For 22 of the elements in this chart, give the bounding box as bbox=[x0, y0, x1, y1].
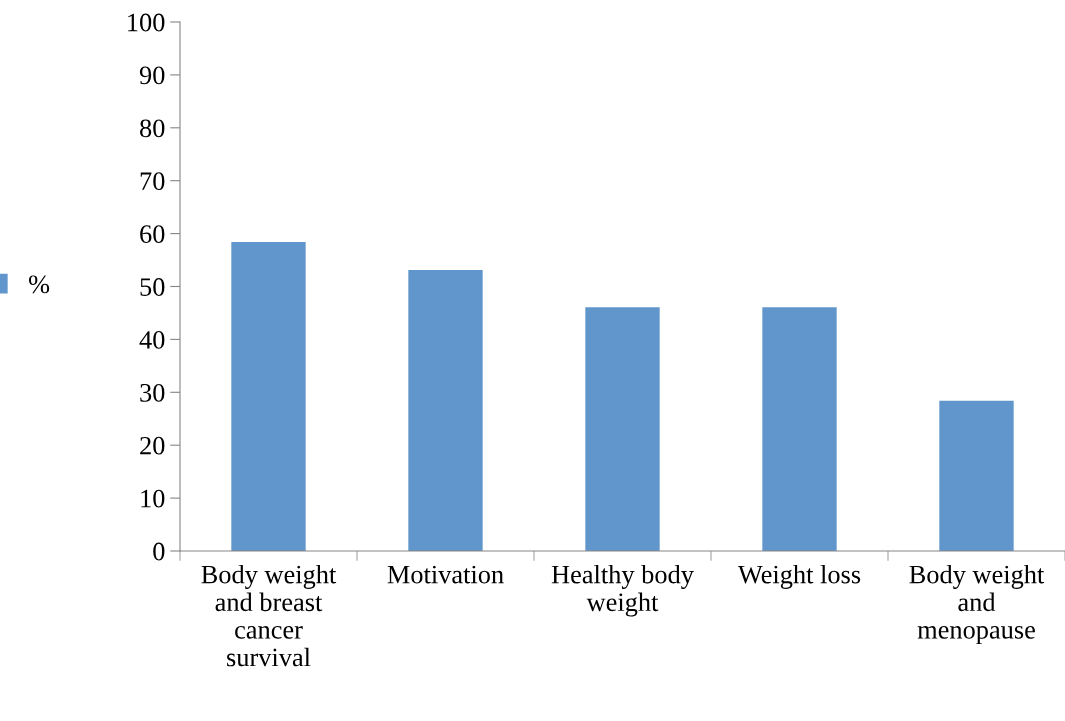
bar bbox=[585, 307, 660, 551]
y-tick-label: 30 bbox=[140, 383, 165, 402]
y-tick-label: 80 bbox=[140, 119, 165, 138]
y-tick-label: 60 bbox=[140, 225, 165, 244]
y-tick-label: 10 bbox=[141, 489, 165, 508]
y-tick-label: 40 bbox=[139, 331, 165, 349]
legend-label: % bbox=[28, 275, 50, 294]
x-tick-label: Body weight and menopause bbox=[909, 564, 1045, 645]
x-tick-label: Body weight and breast cancer survival bbox=[201, 564, 337, 667]
bar bbox=[231, 242, 306, 551]
bar bbox=[939, 400, 1014, 551]
bar bbox=[762, 307, 837, 551]
y-tick-label: 90 bbox=[139, 66, 165, 85]
bar bbox=[408, 270, 483, 551]
y-tick-label: 70 bbox=[140, 172, 165, 191]
y-tick-label: 100 bbox=[128, 13, 165, 32]
x-tick-label: Healthy body weight bbox=[551, 564, 694, 617]
y-tick-label: 20 bbox=[140, 436, 165, 455]
y-tick-label: 50 bbox=[140, 278, 165, 296]
x-tick-label: Motivation bbox=[387, 565, 504, 584]
x-tick-label: Weight loss bbox=[737, 564, 861, 589]
y-tick-label: 0 bbox=[153, 542, 165, 561]
